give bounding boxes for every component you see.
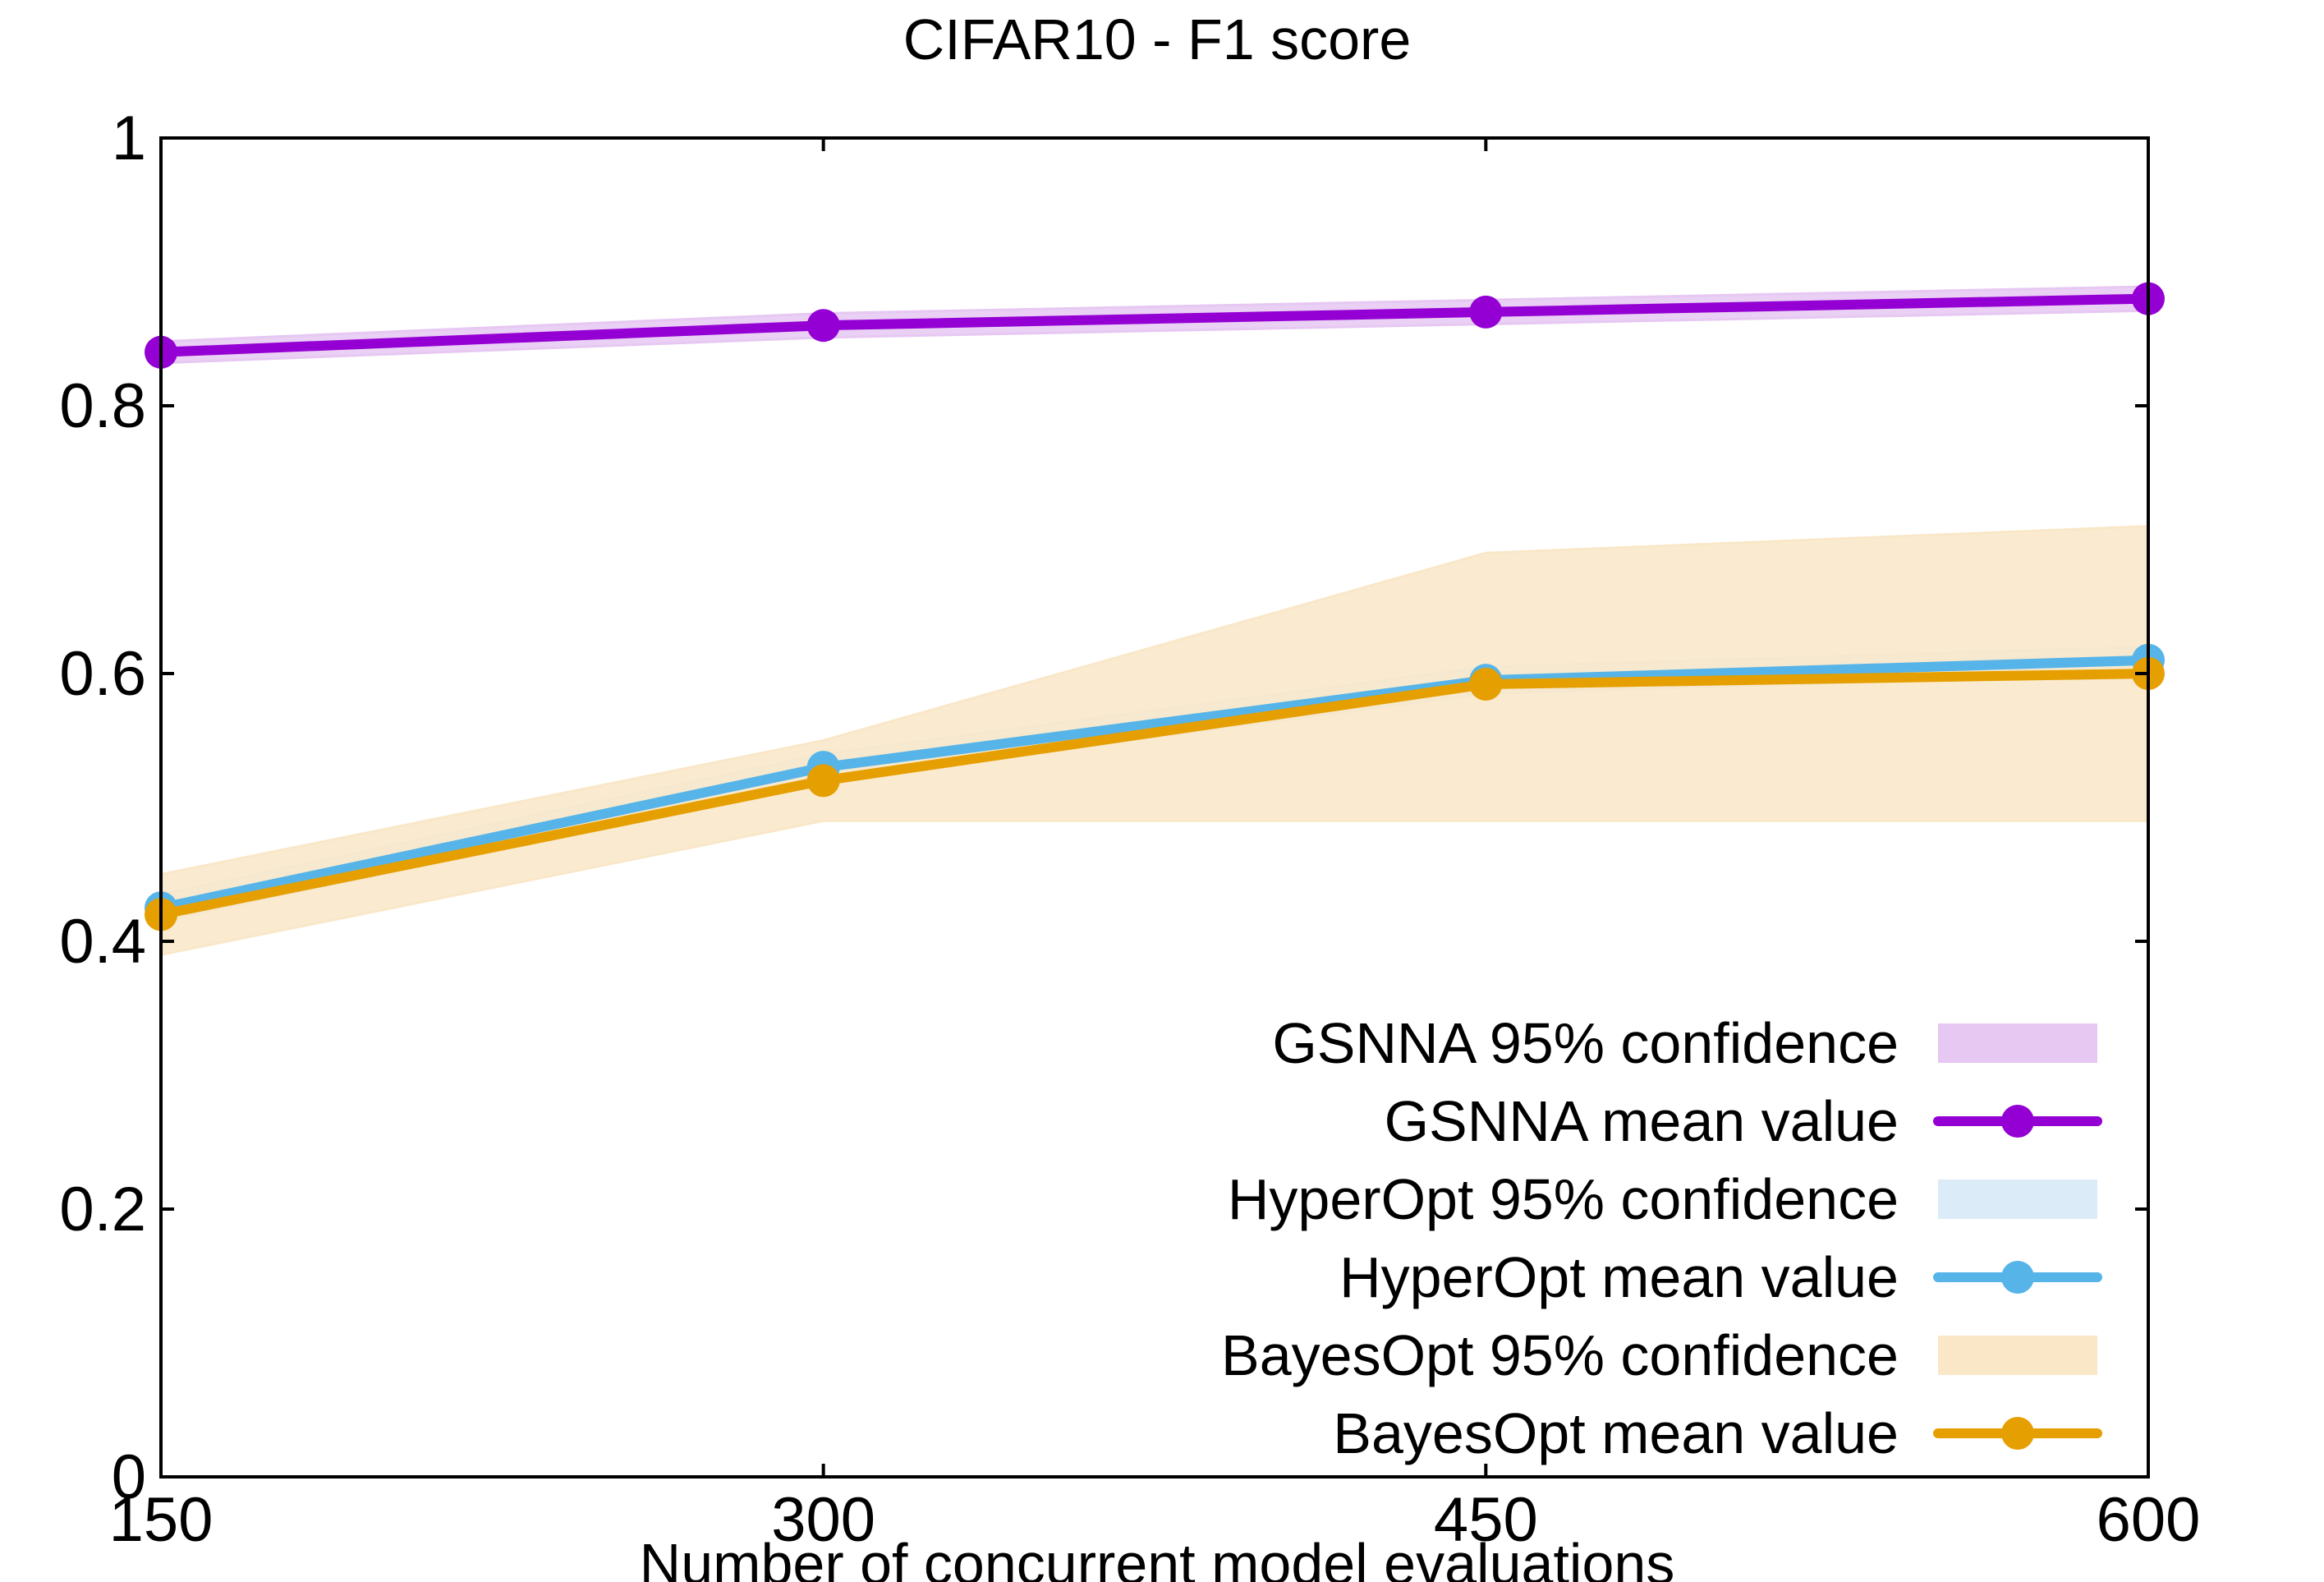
x-tick-label: 150: [109, 1485, 214, 1555]
y-tick-label: 0.8: [59, 371, 146, 441]
y-tick-label: 1: [112, 103, 146, 173]
y-tick-label: 0.2: [59, 1175, 146, 1244]
legend-marker-hyperopt: [2001, 1261, 2034, 1294]
point-gsnna-450: [1469, 295, 1503, 329]
legend-swatch-ci-gsnna: [1938, 1023, 2097, 1063]
line-hyperopt: [156, 655, 2153, 913]
x-axis-label: Number of concurrent model evaluations: [640, 1532, 1675, 1582]
y-tick-label: 0: [112, 1442, 146, 1512]
legend-marker-gsnna: [2001, 1105, 2034, 1138]
ci-band-gsnna: [159, 285, 2150, 365]
line-bayesopt: [156, 669, 2153, 920]
x-tick-label: 300: [771, 1485, 875, 1555]
ci-band-bayesopt: [159, 525, 2150, 957]
legend-label-ci-bayesopt: BayesOpt 95% confidence: [1221, 1323, 1899, 1387]
y-tick-label: 0.4: [59, 907, 146, 977]
chart-title: CIFAR10 - F1 score: [903, 7, 1412, 71]
point-bayesopt-300: [806, 764, 840, 798]
legend: GSNNA 95% confidence GSNNA mean value Hype…: [1221, 1011, 2102, 1465]
line-gsnna: [156, 293, 2153, 357]
legend-swatch-ci-bayesopt: [1938, 1336, 2097, 1375]
x-tick-label: 600: [2097, 1485, 2201, 1555]
y-tick-label: 0.6: [59, 639, 146, 709]
legend-label-ci-hyperopt: HyperOpt 95% confidence: [1228, 1167, 1899, 1231]
legend-marker-bayesopt: [2001, 1417, 2034, 1450]
point-gsnna-300: [806, 309, 840, 343]
point-bayesopt-450: [1469, 668, 1503, 701]
legend-label-ci-gsnna: GSNNA 95% confidence: [1272, 1011, 1899, 1075]
x-tick-label: 450: [1434, 1485, 1538, 1555]
legend-label-mean-hyperopt: HyperOpt mean value: [1339, 1245, 1899, 1309]
legend-swatch-ci-hyperopt: [1938, 1180, 2097, 1219]
legend-label-mean-gsnna: GSNNA mean value: [1385, 1089, 1899, 1153]
legend-label-mean-bayesopt: BayesOpt mean value: [1333, 1401, 1899, 1465]
plot-frame: [159, 136, 2150, 1479]
